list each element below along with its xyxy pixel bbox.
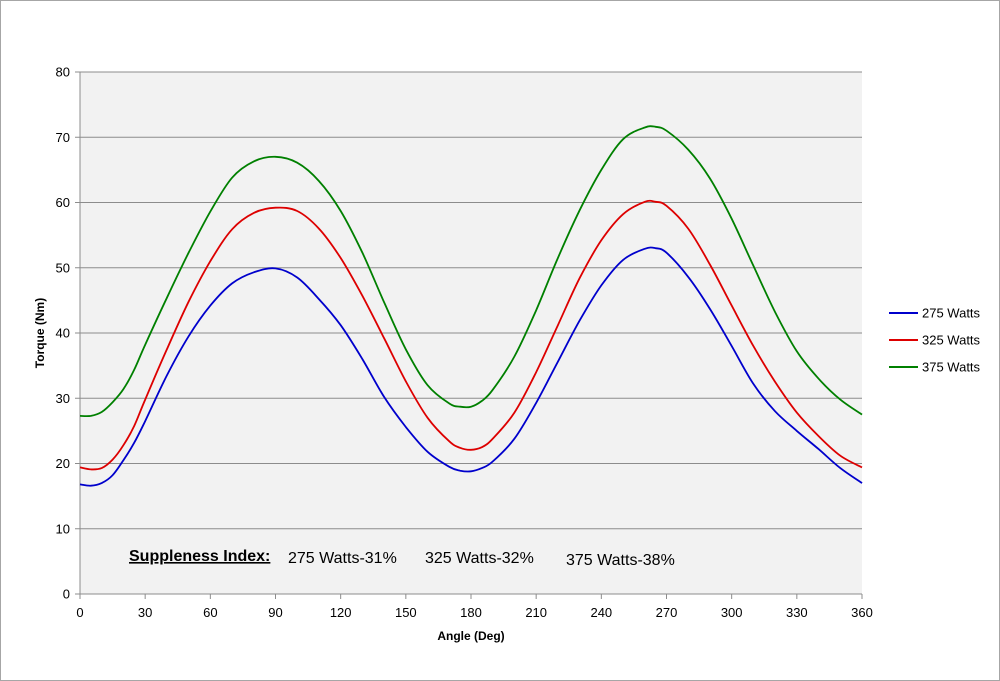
- suppleness-index-325: 325 Watts-32%: [425, 550, 534, 567]
- series-line-0: [79, 246, 863, 487]
- y-tick-label: 30: [56, 391, 70, 406]
- x-tick-label: 120: [330, 605, 352, 620]
- axes: [75, 71, 863, 599]
- legend-entry-0: 275 Watts: [922, 306, 981, 321]
- x-tick-label: 240: [590, 605, 612, 620]
- x-tick-label: 150: [395, 605, 417, 620]
- x-tick-labels: 0 30 60 90 120 150 180 210 240 270 300 330 360: [76, 605, 872, 620]
- y-tick-label: 0: [63, 587, 70, 602]
- x-tick-label: 330: [786, 605, 808, 620]
- x-tick-label: 0: [76, 605, 83, 620]
- x-tick-label: 30: [138, 605, 152, 620]
- y-tick-label: 40: [56, 326, 70, 341]
- legend-entry-1: 325 Watts: [922, 333, 981, 348]
- series-line-1: [79, 199, 863, 471]
- suppleness-index-label: Suppleness Index:: [129, 548, 270, 565]
- x-tick-label: 180: [460, 605, 482, 620]
- y-tick-label: 50: [56, 260, 70, 275]
- y-axis-title: Torque (Nm): [33, 298, 47, 368]
- gridlines: [80, 71, 862, 530]
- x-axis-title: Angle (Deg): [437, 629, 504, 643]
- suppleness-index-275: 275 Watts-31%: [288, 550, 397, 567]
- y-tick-label: 60: [56, 195, 70, 210]
- y-tick-labels: 0 10 20 30 40 50 60 70 80: [56, 65, 70, 602]
- x-tick-label: 60: [203, 605, 217, 620]
- legend: 275 Watts 325 Watts 375 Watts: [889, 306, 981, 375]
- x-tick-label: 210: [525, 605, 547, 620]
- series-line-2: [79, 125, 863, 418]
- x-tick-label: 300: [721, 605, 743, 620]
- x-tick-label: 270: [656, 605, 678, 620]
- x-tick-label: 90: [268, 605, 282, 620]
- suppleness-index-375: 375 Watts-38%: [566, 552, 675, 569]
- y-tick-label: 20: [56, 456, 70, 471]
- x-tick-label: 360: [851, 605, 873, 620]
- y-tick-label: 80: [56, 65, 70, 80]
- legend-entry-2: 375 Watts: [922, 360, 981, 375]
- y-tick-label: 70: [56, 130, 70, 145]
- series-lines: [79, 125, 863, 487]
- y-tick-label: 10: [56, 521, 70, 536]
